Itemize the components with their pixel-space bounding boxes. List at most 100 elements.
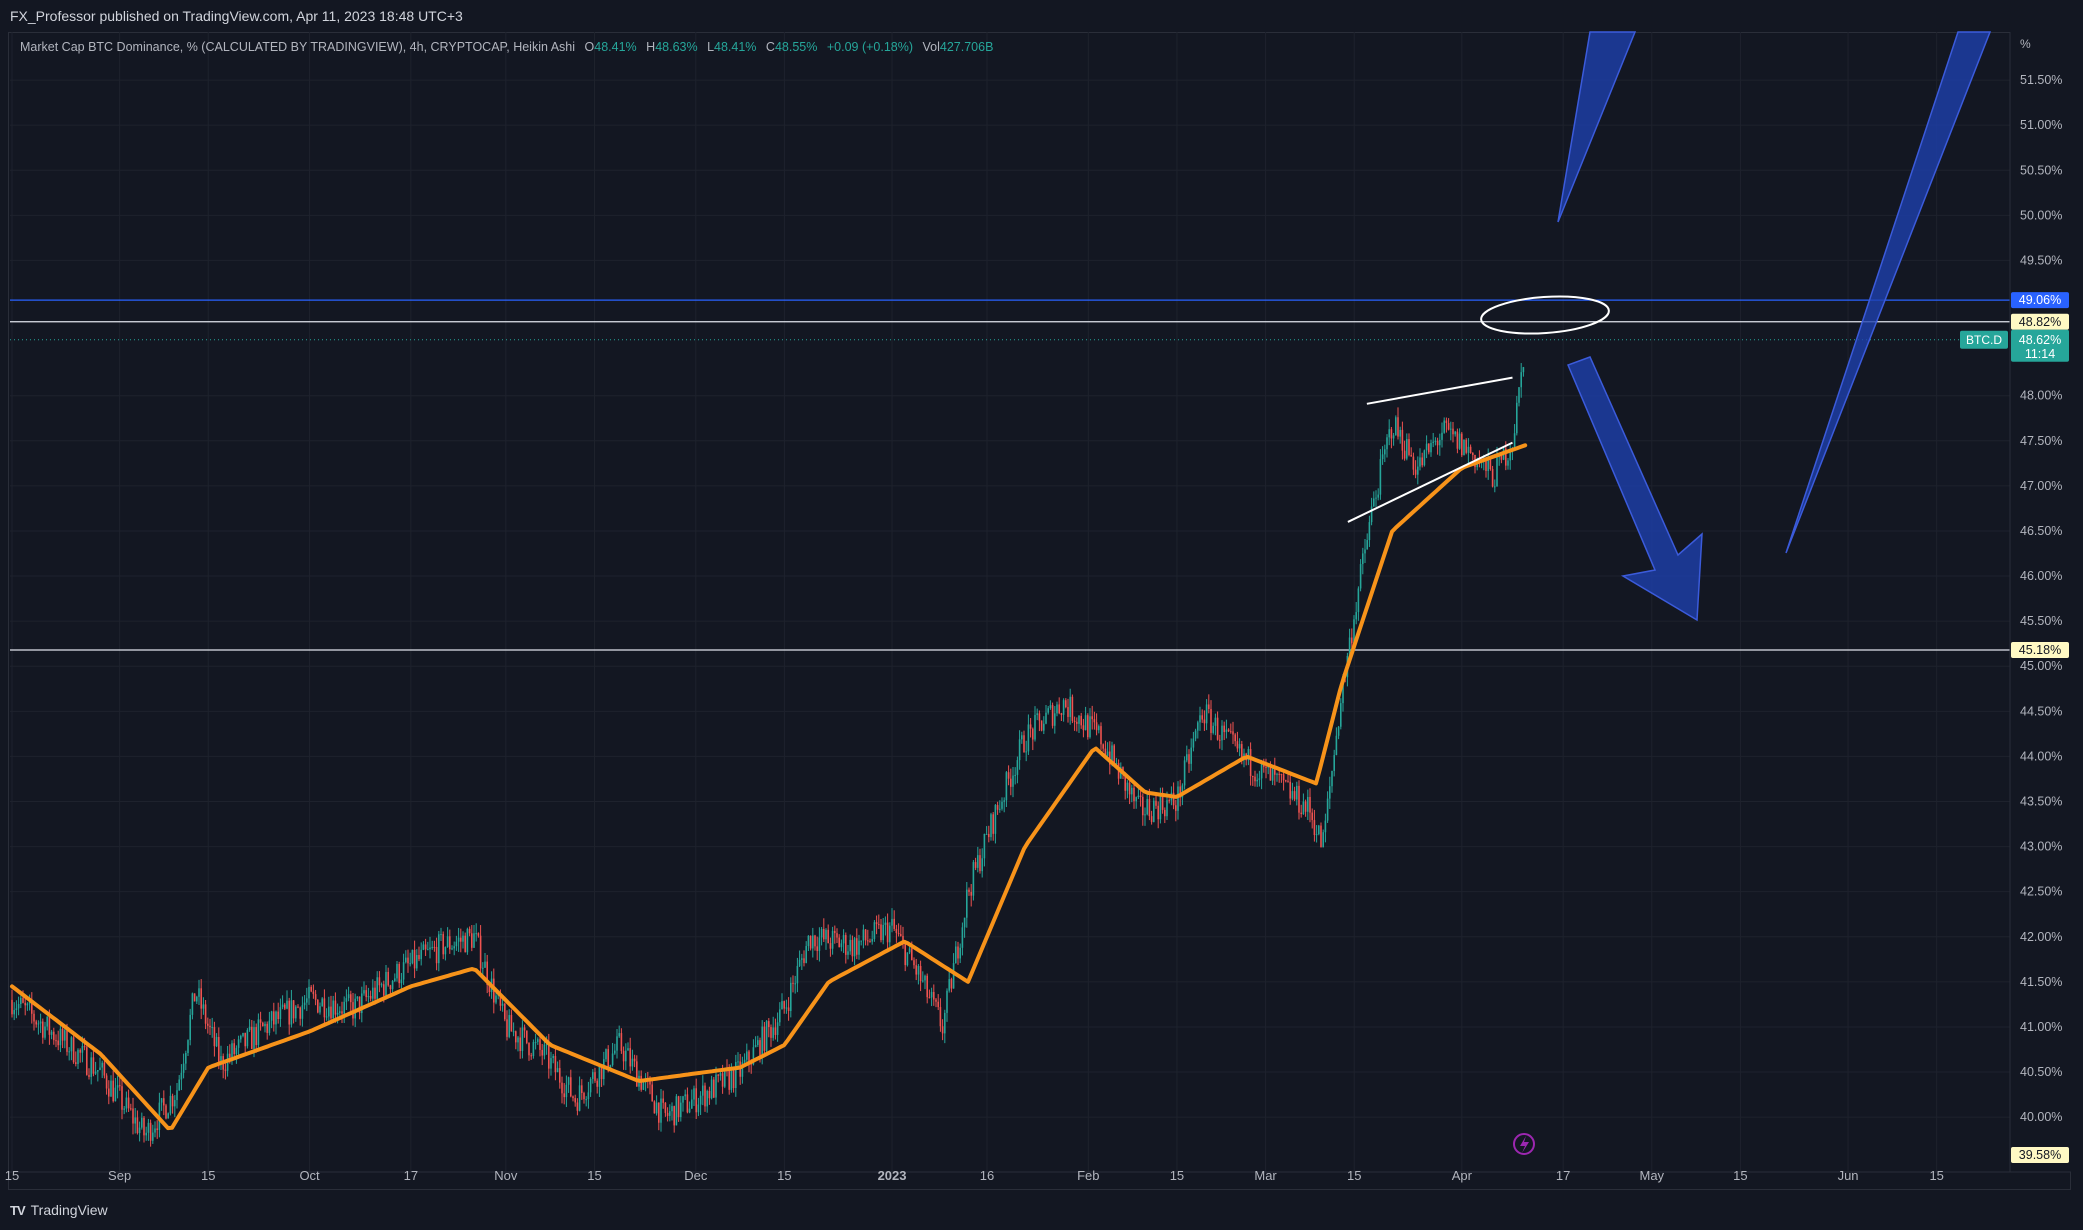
candle-body (508, 1015, 510, 1037)
candle-body (796, 965, 799, 984)
candle-body (231, 1043, 233, 1058)
candle (422, 941, 425, 951)
candle-body (1485, 458, 1487, 471)
candle-body (554, 1055, 557, 1073)
price-axis: % 51.50% 51.00% 50.50% 50.00% 49.50% 48.00% 47.… (1960, 32, 2071, 1172)
footer-brand[interactable]: TV TradingView (10, 1202, 108, 1218)
arrow-up-icon (1557, 31, 1637, 223)
candle-body (420, 949, 422, 960)
candle (347, 986, 350, 1002)
candle (939, 998, 942, 1032)
candle (1054, 706, 1056, 734)
candle (15, 1000, 18, 1019)
candle (671, 1102, 673, 1121)
candle-body (288, 1000, 290, 1025)
candle (431, 940, 433, 950)
candle-body (220, 1056, 222, 1062)
candle-body (103, 1062, 106, 1076)
candle (790, 977, 792, 1018)
candle (1201, 709, 1203, 723)
candle-body (532, 1042, 535, 1056)
candle (1458, 428, 1461, 450)
candle-body (715, 1074, 717, 1098)
candle (1432, 432, 1434, 448)
candle-body (165, 1105, 167, 1119)
candle-body (1386, 437, 1388, 450)
candle (959, 943, 961, 964)
candle-body (1098, 726, 1100, 731)
chart-frame[interactable] (8, 32, 2071, 1190)
candle (605, 1048, 607, 1062)
candle (323, 989, 326, 1027)
candle-body (930, 991, 933, 998)
candle (631, 1049, 634, 1071)
candle (708, 1086, 711, 1105)
candle (1045, 704, 1047, 725)
candle-body (752, 1047, 755, 1065)
candle (1249, 742, 1252, 786)
candle (1366, 533, 1368, 550)
candle-body (831, 930, 834, 949)
candle (314, 989, 317, 1006)
candle-body (785, 1007, 788, 1009)
candle (105, 1073, 108, 1095)
candle-body (939, 1007, 942, 1027)
candle-body (123, 1108, 125, 1110)
candle-body (405, 957, 407, 963)
candle (1036, 708, 1038, 721)
candle-body (422, 944, 425, 950)
candle-body (1434, 440, 1437, 442)
candle (992, 812, 994, 841)
candle-body (385, 971, 387, 996)
candle-body (1188, 754, 1190, 764)
candle (695, 1078, 697, 1120)
time-tick-label: 2023 (878, 1168, 907, 1183)
candle-body (926, 975, 928, 998)
candle-body (257, 1019, 260, 1046)
candle-body (462, 935, 464, 942)
price-tick-label: 41.00% (2020, 1020, 2062, 1034)
candle-body (565, 1084, 568, 1098)
candle (526, 1030, 528, 1045)
candle (440, 927, 442, 942)
candle-body (1025, 751, 1027, 753)
candle-body (189, 1014, 191, 1041)
candle (1194, 728, 1197, 742)
candle (851, 935, 854, 962)
candle (1205, 699, 1208, 731)
candle-body (343, 1001, 345, 1014)
candle (1421, 452, 1423, 468)
candle (147, 1118, 150, 1141)
candle-body (1045, 712, 1047, 724)
candle-body (402, 962, 405, 980)
candle-body (1122, 767, 1124, 773)
candle-body (946, 990, 948, 1013)
candle-body (1399, 429, 1401, 437)
candle (460, 928, 462, 953)
candle (510, 1009, 513, 1032)
candle (165, 1103, 167, 1120)
candle (563, 1083, 565, 1105)
candle-body (869, 940, 871, 942)
candle-body (827, 929, 829, 944)
candle (823, 918, 825, 942)
moving-average-series (10, 443, 1528, 1131)
candle-body (787, 1007, 790, 1011)
candle (361, 986, 363, 1023)
candle-body (396, 964, 398, 979)
price-tick-label: 40.50% (2020, 1065, 2062, 1079)
candle (1091, 705, 1093, 730)
candle (108, 1080, 110, 1105)
candle (295, 1005, 297, 1022)
candle (735, 1054, 737, 1097)
candle-body (416, 955, 418, 969)
candle-body (1329, 786, 1331, 799)
candle-body (1034, 714, 1036, 740)
candle (1454, 430, 1456, 437)
candle-body (310, 986, 312, 992)
candle-body (97, 1070, 99, 1072)
candle-body (537, 1039, 539, 1042)
candle-body (1388, 429, 1390, 438)
candle (1062, 698, 1065, 722)
